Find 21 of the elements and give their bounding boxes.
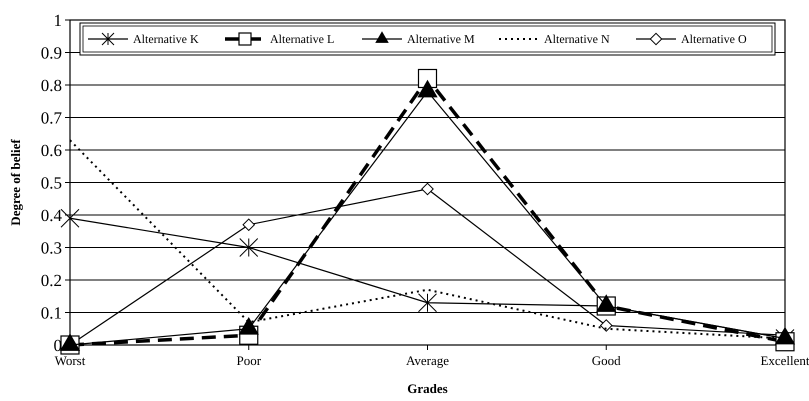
- legend-label: Alternative L: [270, 32, 334, 46]
- legend-label: Alternative M: [407, 32, 475, 46]
- y-tick-label: 0.6: [40, 140, 62, 160]
- y-tick-label: 0.9: [40, 43, 62, 62]
- legend-label: Alternative K: [133, 32, 199, 46]
- x-tick-label: Good: [592, 353, 622, 368]
- y-axis-title: Degree of belief: [8, 138, 23, 226]
- legend-label: Alternative O: [681, 32, 747, 46]
- y-tick-label: 0.4: [40, 206, 62, 225]
- y-tick-label: 0.8: [40, 76, 62, 95]
- x-axis-title: Grades: [407, 381, 448, 396]
- y-tick-label: 0.3: [40, 238, 62, 258]
- x-tick-label: Worst: [54, 353, 86, 368]
- y-tick-label: 1: [54, 10, 62, 30]
- y-tick-label: 0.1: [40, 303, 62, 322]
- legend-label: Alternative N: [544, 32, 610, 46]
- y-tick-label: 0.7: [40, 108, 62, 128]
- x-tick-label: Poor: [236, 353, 262, 368]
- x-tick-label: Average: [406, 353, 450, 368]
- y-tick-label: 0.5: [40, 173, 62, 192]
- y-tick-label: 0.2: [40, 270, 62, 290]
